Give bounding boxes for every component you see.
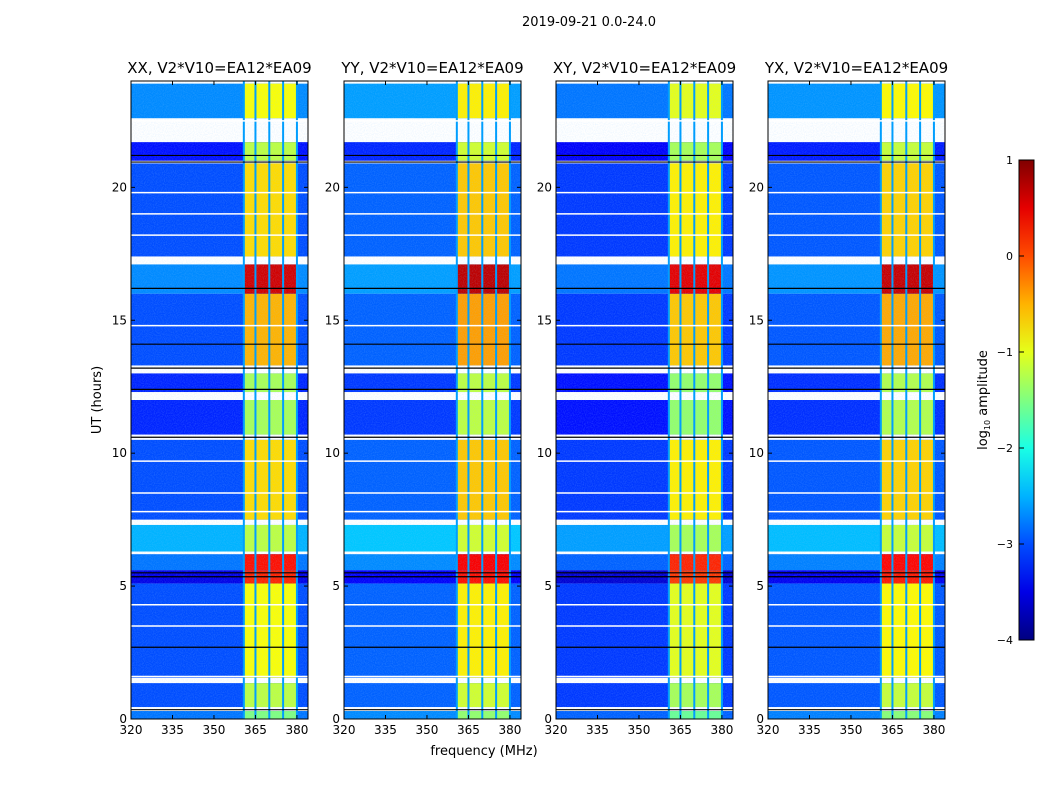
y-axis-label: UT (hours)	[90, 366, 105, 434]
y-tick-label: 10	[325, 446, 340, 460]
colorbar-label: log10 amplitude	[976, 350, 992, 450]
heatmap	[768, 81, 945, 719]
noise-overlay	[768, 81, 945, 719]
y-tick-label: 5	[756, 579, 764, 593]
y-tick-label: 5	[544, 579, 552, 593]
x-tick-label: 320	[120, 723, 143, 737]
panel-1: XX, V2*V10=EA12*EA09 320 335 350 365 380 0 5 10 1…	[112, 59, 312, 737]
y-tick-label: 10	[749, 446, 764, 460]
panel-title: XY, V2*V10=EA12*EA09	[553, 59, 736, 77]
x-tick-label: 350	[416, 723, 439, 737]
colorbar-tick-label: −1	[997, 346, 1013, 359]
panel-title: YY, V2*V10=EA12*EA09	[340, 59, 523, 77]
colorbar: log10 amplitude 1 0 −1 −2 −3 −4	[976, 154, 1035, 647]
y-tick-label: 15	[112, 313, 127, 327]
heatmap	[556, 81, 733, 719]
y-tick-label: 15	[325, 313, 340, 327]
x-tick-label: 320	[757, 723, 780, 737]
colorbar-tick-label: 0	[1006, 250, 1013, 263]
noise-overlay	[344, 81, 521, 719]
x-tick-label: 380	[285, 723, 308, 737]
noise-overlay	[556, 81, 733, 719]
x-tick-label: 335	[374, 723, 397, 737]
y-tick-label: 20	[325, 180, 340, 194]
x-tick-label: 380	[498, 723, 521, 737]
x-tick-label: 365	[669, 723, 692, 737]
colorbar-tick-label: 1	[1006, 154, 1013, 167]
y-tick-label: 10	[112, 446, 127, 460]
colorbar-tick-label: −3	[997, 538, 1013, 551]
y-tick-label: 15	[537, 313, 552, 327]
x-tick-label: 335	[798, 723, 821, 737]
x-tick-label: 365	[457, 723, 480, 737]
y-tick-label: 0	[756, 712, 764, 726]
colorbar-tick-label: −2	[997, 442, 1013, 455]
y-tick-label: 5	[332, 579, 340, 593]
y-tick-label: 20	[749, 180, 764, 194]
heatmap	[131, 81, 308, 719]
x-tick-label: 350	[628, 723, 651, 737]
x-tick-label: 320	[333, 723, 356, 737]
x-tick-label: 320	[545, 723, 568, 737]
panel-title: XX, V2*V10=EA12*EA09	[127, 59, 311, 77]
heatmap	[344, 81, 521, 719]
y-tick-label: 5	[119, 579, 127, 593]
panel-frame	[343, 80, 522, 720]
noise-overlay	[131, 81, 308, 719]
x-tick-label: 365	[244, 723, 267, 737]
x-axis-label: frequency (MHz)	[430, 744, 537, 759]
panel-2: YY, V2*V10=EA12*EA09 320 335 350 365 380 0 5 10 1…	[325, 59, 524, 737]
y-tick-label: 20	[537, 180, 552, 194]
colorbar-tick-label: −4	[997, 634, 1013, 647]
y-tick-label: 0	[332, 712, 340, 726]
panel-frame	[555, 80, 734, 720]
y-tick-label: 15	[749, 313, 764, 327]
x-tick-label: 380	[922, 723, 945, 737]
panel-frame	[767, 80, 946, 720]
suptitle: 2019-09-21 0.0-24.0	[522, 15, 656, 30]
panel-frame	[130, 80, 309, 720]
y-tick-label: 0	[119, 712, 127, 726]
x-tick-label: 350	[840, 723, 863, 737]
colorbar-gradient	[1018, 159, 1035, 641]
panel-4: YX, V2*V10=EA12*EA09 320 335 350 365 380 0 5 10 1…	[749, 59, 948, 737]
y-tick-label: 0	[544, 712, 552, 726]
x-tick-label: 380	[710, 723, 733, 737]
panel-3: XY, V2*V10=EA12*EA09 320 335 350 365 380 0 5 10 1…	[537, 59, 736, 737]
y-tick-label: 20	[112, 180, 127, 194]
panel-title: YX, V2*V10=EA12*EA09	[764, 59, 948, 77]
x-tick-label: 365	[881, 723, 904, 737]
y-tick-label: 10	[537, 446, 552, 460]
x-tick-label: 350	[203, 723, 226, 737]
x-tick-label: 335	[586, 723, 609, 737]
x-tick-label: 335	[161, 723, 184, 737]
